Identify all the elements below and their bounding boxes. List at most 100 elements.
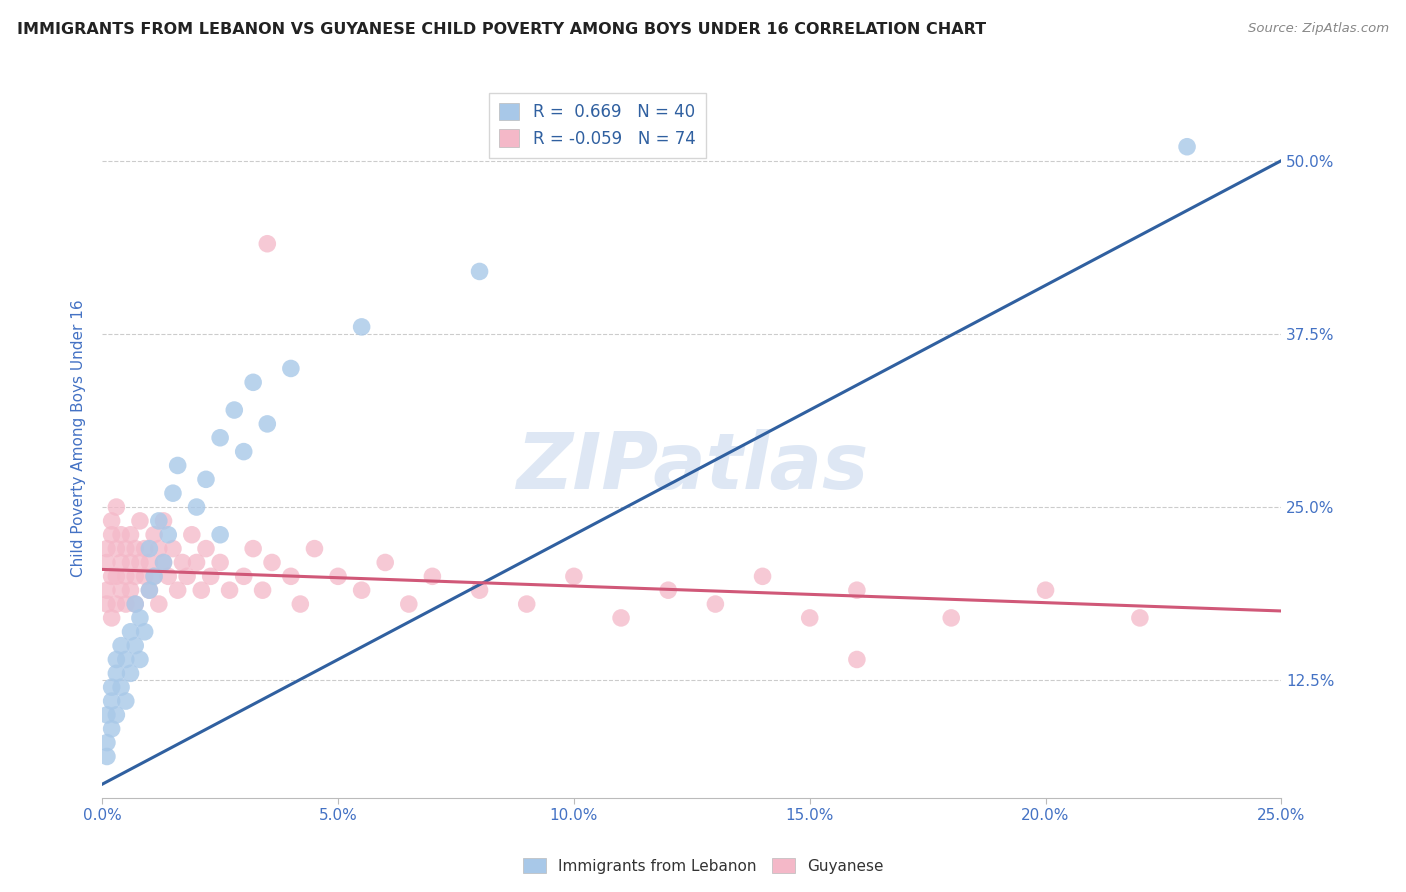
Point: [124, 597, 146, 611]
Point: [96, 583, 118, 598]
Point: [941, 611, 963, 625]
Point: [96, 707, 118, 722]
Point: [157, 569, 180, 583]
Point: [157, 528, 180, 542]
Point: [232, 569, 254, 583]
Point: [186, 500, 208, 514]
Text: ZIPatlas: ZIPatlas: [516, 428, 868, 505]
Point: [96, 749, 118, 764]
Point: [195, 472, 218, 486]
Point: [209, 528, 232, 542]
Point: [110, 556, 132, 570]
Point: [610, 611, 633, 625]
Point: [114, 652, 136, 666]
Point: [256, 417, 278, 431]
Point: [218, 583, 240, 598]
Point: [468, 583, 491, 598]
Point: [242, 541, 264, 556]
Point: [845, 583, 868, 598]
Point: [350, 319, 373, 334]
Point: [252, 583, 274, 598]
Point: [152, 556, 174, 570]
Point: [148, 541, 170, 556]
Legend: Immigrants from Lebanon, Guyanese: Immigrants from Lebanon, Guyanese: [516, 852, 890, 880]
Point: [129, 514, 152, 528]
Point: [751, 569, 773, 583]
Point: [190, 583, 212, 598]
Point: [1175, 139, 1198, 153]
Point: [224, 403, 246, 417]
Point: [468, 264, 491, 278]
Point: [100, 694, 122, 708]
Point: [105, 652, 128, 666]
Point: [143, 569, 166, 583]
Point: [120, 528, 142, 542]
Point: [100, 514, 122, 528]
Point: [96, 597, 118, 611]
Point: [162, 541, 184, 556]
Point: [657, 583, 679, 598]
Point: [256, 236, 278, 251]
Point: [96, 541, 118, 556]
Point: [110, 639, 132, 653]
Point: [422, 569, 444, 583]
Point: [120, 666, 142, 681]
Y-axis label: Child Poverty Among Boys Under 16: Child Poverty Among Boys Under 16: [72, 299, 86, 576]
Point: [143, 528, 166, 542]
Point: [124, 569, 146, 583]
Point: [114, 541, 136, 556]
Point: [120, 583, 142, 598]
Point: [105, 500, 128, 514]
Point: [180, 528, 202, 542]
Point: [129, 652, 152, 666]
Point: [96, 736, 118, 750]
Point: [134, 541, 156, 556]
Point: [280, 569, 302, 583]
Point: [304, 541, 326, 556]
Point: [114, 694, 136, 708]
Text: IMMIGRANTS FROM LEBANON VS GUYANESE CHILD POVERTY AMONG BOYS UNDER 16 CORRELATIO: IMMIGRANTS FROM LEBANON VS GUYANESE CHIL…: [17, 22, 986, 37]
Point: [152, 514, 174, 528]
Point: [172, 556, 194, 570]
Point: [138, 583, 160, 598]
Point: [280, 361, 302, 376]
Point: [138, 541, 160, 556]
Point: [138, 556, 160, 570]
Point: [100, 680, 122, 694]
Point: [176, 569, 198, 583]
Point: [195, 541, 218, 556]
Legend: R =  0.669   N = 40, R = -0.059   N = 74: R = 0.669 N = 40, R = -0.059 N = 74: [489, 93, 706, 158]
Point: [1035, 583, 1057, 598]
Point: [398, 597, 420, 611]
Point: [134, 624, 156, 639]
Point: [134, 569, 156, 583]
Point: [148, 597, 170, 611]
Point: [114, 569, 136, 583]
Point: [120, 624, 142, 639]
Point: [350, 583, 373, 598]
Point: [105, 541, 128, 556]
Point: [100, 569, 122, 583]
Point: [110, 528, 132, 542]
Point: [100, 611, 122, 625]
Point: [105, 666, 128, 681]
Point: [162, 486, 184, 500]
Point: [374, 556, 396, 570]
Point: [105, 569, 128, 583]
Text: Source: ZipAtlas.com: Source: ZipAtlas.com: [1249, 22, 1389, 36]
Point: [148, 514, 170, 528]
Point: [114, 597, 136, 611]
Point: [200, 569, 222, 583]
Point: [124, 639, 146, 653]
Point: [166, 458, 188, 473]
Point: [799, 611, 821, 625]
Point: [100, 722, 122, 736]
Point: [110, 680, 132, 694]
Point: [124, 541, 146, 556]
Point: [1129, 611, 1152, 625]
Point: [138, 583, 160, 598]
Point: [124, 597, 146, 611]
Point: [143, 569, 166, 583]
Point: [209, 431, 232, 445]
Point: [96, 556, 118, 570]
